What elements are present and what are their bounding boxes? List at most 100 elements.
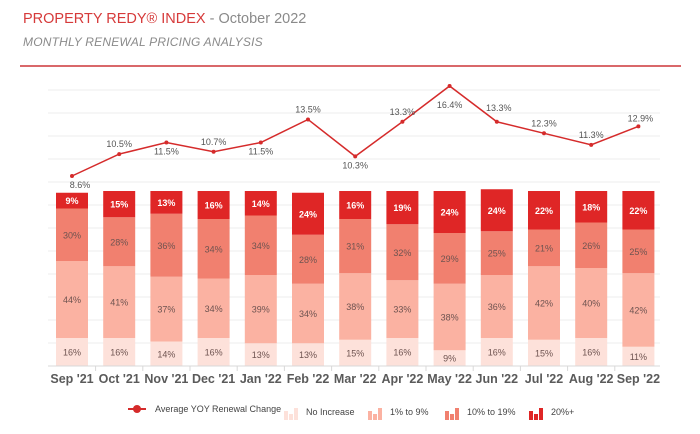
- line-point-label: 10.5%: [106, 139, 132, 149]
- bar-segment-20-plus: [103, 191, 136, 218]
- x-tick-label: Jan '22: [240, 372, 282, 386]
- bar-segment-label: 38%: [346, 302, 364, 312]
- bar-segment-label: 42%: [629, 306, 647, 316]
- bar-segment-1-to-9: [150, 276, 183, 342]
- bar-segment-10-to-19: [339, 219, 372, 274]
- legend-label: 20%+: [551, 407, 575, 417]
- bar-segment-20-plus: [528, 191, 560, 230]
- bar-segment-label: 38%: [441, 313, 459, 323]
- bar-segment-10-to-19: [244, 215, 277, 275]
- bar-icon: [284, 404, 299, 420]
- x-tick-label: Nov '21: [144, 372, 188, 386]
- x-tick-label: Mar '22: [334, 372, 377, 386]
- bar-segment-label: 30%: [63, 230, 81, 240]
- bar-segment-1-to-9: [386, 280, 419, 338]
- bar-segment-label: 15%: [110, 200, 128, 210]
- legend-item-no-increase: No Increase: [284, 404, 355, 420]
- legend-item-10-to-19: 10% to 19%: [445, 404, 516, 420]
- bar-segment-label: 15%: [346, 348, 364, 358]
- bar-segment-label: 36%: [157, 241, 175, 251]
- bar-segment-label: 25%: [629, 247, 647, 257]
- bar-segment-10-to-19: [575, 222, 608, 268]
- bar-segment-label: 25%: [488, 249, 506, 259]
- bar-segment-no-increase: [433, 350, 466, 366]
- bar-segment-20-plus: [622, 191, 655, 230]
- bar-segment-10-to-19: [292, 234, 324, 284]
- bar-segment-label: 16%: [393, 348, 411, 358]
- legend-label: Average YOY Renewal Change: [155, 404, 282, 414]
- bar-segment-no-increase: [575, 338, 608, 366]
- line-point: [636, 124, 641, 129]
- bar-segment-label: 34%: [205, 304, 223, 314]
- legend: Average YOY Renewal Change No Increase 1…: [0, 404, 700, 420]
- bar-segment-label: 15%: [535, 348, 553, 358]
- legend-item-average-yoy: Average YOY Renewal Change: [128, 404, 281, 414]
- x-tick-label: Jun '22: [476, 372, 519, 386]
- bar-segment-label: 13%: [299, 350, 317, 360]
- line-point: [400, 119, 405, 124]
- bar-icon: [529, 404, 544, 420]
- bar-segment-label: 33%: [393, 305, 411, 315]
- bar-segment-10-to-19: [480, 231, 513, 275]
- bar-segment-label: 34%: [252, 241, 270, 251]
- bar-segment-no-increase: [103, 338, 136, 366]
- bar-segment-10-to-19: [528, 229, 560, 267]
- renewal-chart: 16% 44% 30% 9% 16% 41% 28% 15% 14% 37% 36% 13% 16% 34…: [48, 83, 660, 386]
- bar-segment-10-to-19: [56, 208, 88, 261]
- line-point: [258, 140, 263, 145]
- bar-segment-1-to-9: [433, 283, 466, 351]
- bar-segment-20-plus: [292, 192, 324, 235]
- line-point: [306, 117, 310, 122]
- line-point-label: 12.3%: [531, 118, 557, 128]
- x-tick-label: Dec '21: [192, 372, 235, 386]
- line-point-label: 10.3%: [342, 160, 368, 170]
- bar-segment-label: 16%: [110, 348, 128, 358]
- bar-segment-label: 18%: [582, 202, 600, 212]
- bar-segment-1-to-9: [480, 275, 513, 338]
- bar-segment-label: 41%: [110, 298, 128, 308]
- bar-segment-1-to-9: [197, 278, 230, 338]
- legend-label: No Increase: [306, 407, 355, 417]
- bar-icon: [445, 404, 460, 420]
- bar-segment-no-increase: [622, 346, 655, 366]
- bar-segment-label: 39%: [252, 305, 270, 315]
- bar-segment-label: 16%: [488, 348, 506, 358]
- bar-segment-10-to-19: [197, 219, 230, 279]
- stacked-bars: 16% 44% 30% 9% 16% 41% 28% 15% 14% 37% 36% 13% 16% 34…: [56, 189, 655, 366]
- bar-segment-1-to-9: [575, 268, 608, 338]
- legend-label: 10% to 19%: [467, 407, 516, 417]
- bar-segment-label: 19%: [393, 203, 411, 213]
- line-point: [494, 119, 499, 124]
- bar-segment-label: 16%: [346, 201, 364, 211]
- bar-segment-no-increase: [480, 338, 513, 366]
- bar-segment-1-to-9: [622, 273, 655, 347]
- bar-segment-label: 16%: [582, 348, 600, 358]
- x-tick-label: Apr '22: [381, 372, 423, 386]
- bar-segment-20-plus: [197, 191, 230, 219]
- bar-segment-no-increase: [56, 338, 88, 366]
- bar-segment-10-to-19: [103, 217, 136, 267]
- bar-segment-10-to-19: [386, 224, 419, 281]
- bar-segment-20-plus: [480, 189, 513, 232]
- bar-segment-1-to-9: [103, 266, 136, 338]
- x-axis: Sep '21 Oct '21 Nov '21 Dec '21 Jan '22 Feb '…: [48, 365, 660, 386]
- bar-segment-10-to-19: [622, 229, 655, 274]
- report-date: - October 2022: [205, 11, 307, 27]
- bar-segment-label: 11%: [630, 352, 647, 362]
- legend-item-1-to-9: 1% to 9%: [368, 404, 429, 420]
- brand-name: PROPERTY REDY® INDEX: [23, 11, 206, 27]
- bar-segment-label: 9%: [65, 196, 78, 206]
- bar-segment-label: 40%: [582, 299, 600, 309]
- x-tick-label: Sep '22: [617, 372, 660, 386]
- bar-segment-no-increase: [150, 341, 183, 366]
- line-point: [70, 174, 74, 178]
- bar-segment-1-to-9: [244, 275, 277, 344]
- bar-segment-label: 13%: [157, 198, 175, 208]
- bar-segment-20-plus: [575, 191, 608, 223]
- line-point-label: 13.5%: [295, 104, 321, 114]
- bar-segment-label: 28%: [299, 255, 317, 265]
- line-point: [353, 154, 358, 159]
- bar-segment-label: 32%: [393, 248, 411, 258]
- bar-segment-label: 14%: [157, 349, 175, 359]
- line-marker-icon: [128, 405, 146, 413]
